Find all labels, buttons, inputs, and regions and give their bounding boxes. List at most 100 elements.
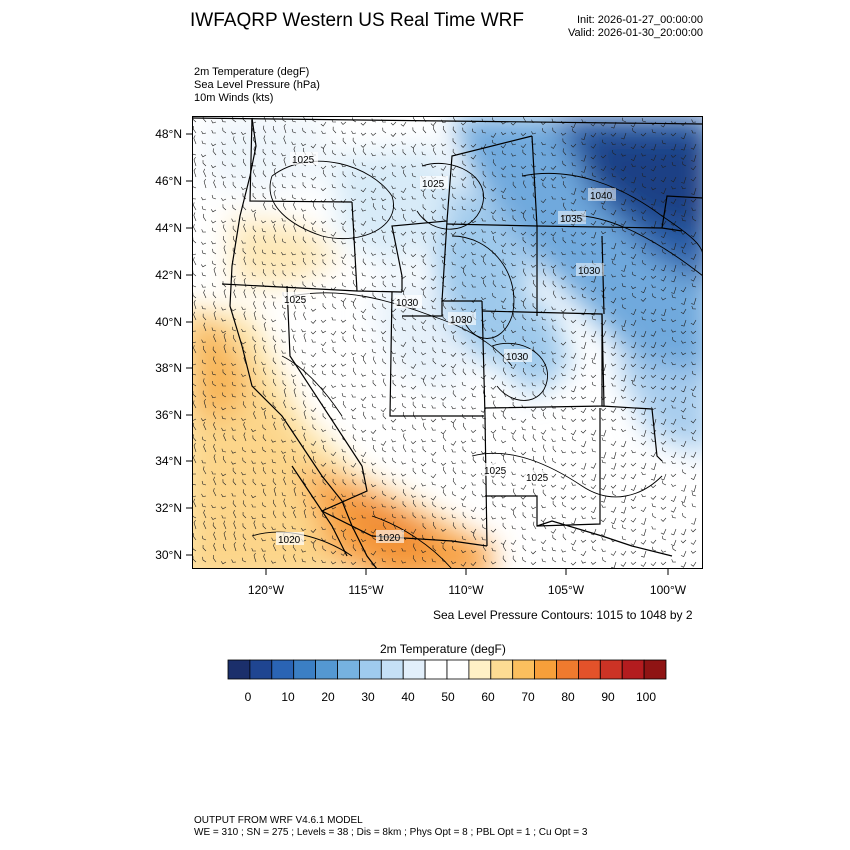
wind-barb <box>330 561 337 565</box>
wind-barb <box>391 426 397 431</box>
wind-barb <box>222 543 227 552</box>
wind-barb <box>681 415 687 420</box>
wind-barb <box>243 256 247 266</box>
wind-barb <box>310 143 317 149</box>
wind-barb <box>310 220 317 226</box>
wind-barb <box>620 165 627 172</box>
wind-barb <box>193 454 197 464</box>
wind-barb <box>400 165 407 169</box>
wind-barb <box>681 297 687 305</box>
wind-barb <box>670 209 677 217</box>
wind-barb <box>250 428 257 432</box>
wind-barb <box>262 337 267 343</box>
wind-barb <box>650 176 657 182</box>
wind-barb <box>680 242 687 249</box>
wind-barb <box>253 301 257 310</box>
wind-barb <box>262 446 267 453</box>
wind-barb <box>321 273 327 277</box>
wind-barb <box>610 319 617 324</box>
wind-barb <box>460 341 467 345</box>
wind-barb <box>580 330 587 338</box>
wind-barb <box>442 434 447 442</box>
wind-barb <box>352 324 357 332</box>
wind-barb <box>510 121 517 126</box>
wind-barb <box>650 451 657 458</box>
wind-barb <box>691 392 697 398</box>
wind-barb <box>500 187 507 194</box>
wind-barb <box>542 268 547 277</box>
wind-barb <box>310 363 317 368</box>
wind-barb <box>341 448 347 453</box>
wind-barb <box>231 218 237 222</box>
wind-barb <box>540 429 547 435</box>
wind-barb <box>651 546 657 552</box>
wind-barb <box>202 556 207 563</box>
wind-barb <box>401 514 407 519</box>
wind-barb <box>571 162 577 167</box>
wind-barb <box>272 369 277 376</box>
wind-barb <box>432 125 437 134</box>
wind-barb <box>340 363 347 367</box>
wind-barb <box>640 143 647 149</box>
wind-barb <box>641 316 647 321</box>
wind-barb <box>350 462 357 468</box>
wind-barb <box>560 385 567 390</box>
wind-barb <box>451 405 457 410</box>
wind-barb <box>690 550 697 554</box>
wind-barb <box>362 237 367 244</box>
wind-barb <box>302 257 307 266</box>
wind-barb <box>510 429 517 435</box>
wind-barb <box>532 521 537 530</box>
wind-barb <box>571 239 577 244</box>
wind-barb <box>402 149 407 156</box>
wind-barb <box>552 280 557 288</box>
wind-barb <box>430 143 437 148</box>
colorbar-swatch <box>643 659 667 680</box>
wind-barb <box>370 528 377 534</box>
wind-barb <box>432 336 437 343</box>
wind-barb <box>311 450 317 454</box>
wind-barb <box>570 396 577 400</box>
wind-barb <box>581 515 587 519</box>
wind-barb <box>411 448 417 453</box>
wind-barb <box>432 545 437 552</box>
model-footer: OUTPUT FROM WRF V4.6.1 MODEL WE = 310 ; … <box>194 815 587 839</box>
wind-barb <box>450 560 457 564</box>
wind-barb <box>301 172 307 178</box>
wind-barb <box>252 533 257 541</box>
wind-barb <box>242 447 247 453</box>
wind-barb <box>193 202 197 211</box>
lon-label: 110°W <box>448 583 484 597</box>
wind-barb <box>201 359 207 365</box>
wind-barb <box>502 249 507 255</box>
wind-barb <box>242 116 247 123</box>
wind-barb <box>352 434 357 442</box>
wind-barb <box>501 217 507 222</box>
lon-label: 115°W <box>348 583 384 597</box>
wind-barb <box>352 367 357 376</box>
colorbar-swatch <box>621 659 645 680</box>
wind-barb <box>272 469 277 475</box>
wind-barb <box>511 208 517 212</box>
wind-barb <box>640 330 647 338</box>
wind-barb <box>651 230 657 234</box>
wind-barb <box>281 304 287 310</box>
wind-barb <box>322 290 327 299</box>
wind-barb <box>462 268 467 277</box>
wind-barb <box>212 401 217 409</box>
wind-barb <box>511 131 517 135</box>
wind-barb <box>690 253 697 260</box>
wind-barb <box>253 520 257 530</box>
wind-barb <box>253 146 257 156</box>
wind-barb <box>531 482 536 486</box>
wind-barb <box>223 289 227 299</box>
wind-barb <box>321 130 327 134</box>
wind-barb <box>522 434 527 442</box>
wind-barb <box>361 384 367 388</box>
wind-barb <box>600 154 607 159</box>
wind-barb <box>252 467 257 475</box>
wind-barb <box>441 197 447 201</box>
colorbar-swatch <box>490 659 514 680</box>
wind-barb <box>322 479 327 486</box>
wind-barb <box>462 281 467 288</box>
